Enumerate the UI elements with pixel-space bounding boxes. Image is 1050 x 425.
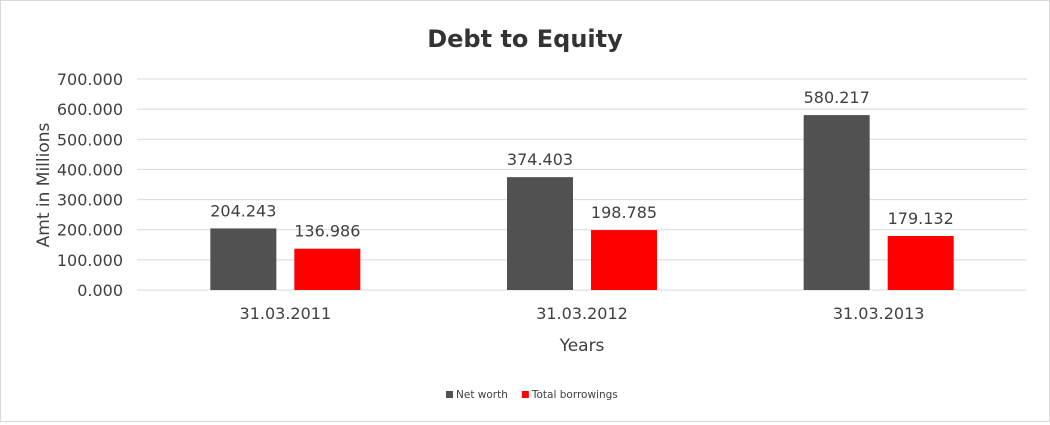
data-label: 136.986 — [294, 222, 360, 241]
y-tick-label: 100.000 — [57, 251, 123, 270]
y-tick-label: 600.000 — [57, 100, 123, 119]
y-tick-label: 700.000 — [57, 70, 123, 89]
bar-total-borrowings — [887, 236, 954, 290]
data-label: 374.403 — [507, 150, 573, 169]
chart-title: Debt to Equity — [427, 25, 623, 53]
y-tick-label: 200.000 — [57, 221, 123, 240]
legend-label: Total borrowings — [531, 389, 618, 401]
bar-total-borrowings — [591, 230, 657, 290]
y-axis-label: Amt in Millions — [34, 122, 54, 247]
bar-net-worth — [210, 228, 277, 290]
bar-net-worth — [507, 177, 573, 290]
x-tick-label: 31.03.2011 — [240, 304, 332, 323]
data-label: 204.243 — [210, 201, 276, 220]
y-tick-label: 400.000 — [57, 160, 123, 179]
x-axis-label: Years — [559, 336, 605, 356]
legend-swatch — [446, 391, 453, 398]
legend-label: Net worth — [456, 389, 508, 401]
data-label: 179.132 — [888, 209, 954, 228]
legend-swatch — [521, 391, 529, 398]
x-tick-label: 31.03.2013 — [833, 304, 925, 323]
y-tick-label: 500.000 — [57, 130, 123, 149]
y-tick-label: 300.000 — [57, 191, 123, 210]
bar-net-worth — [803, 115, 870, 290]
data-label: 198.785 — [591, 203, 657, 222]
bar-total-borrowings — [294, 248, 361, 290]
data-label: 580.217 — [804, 88, 870, 107]
y-tick-label: 0.000 — [77, 281, 123, 300]
x-tick-label: 31.03.2012 — [536, 304, 628, 323]
